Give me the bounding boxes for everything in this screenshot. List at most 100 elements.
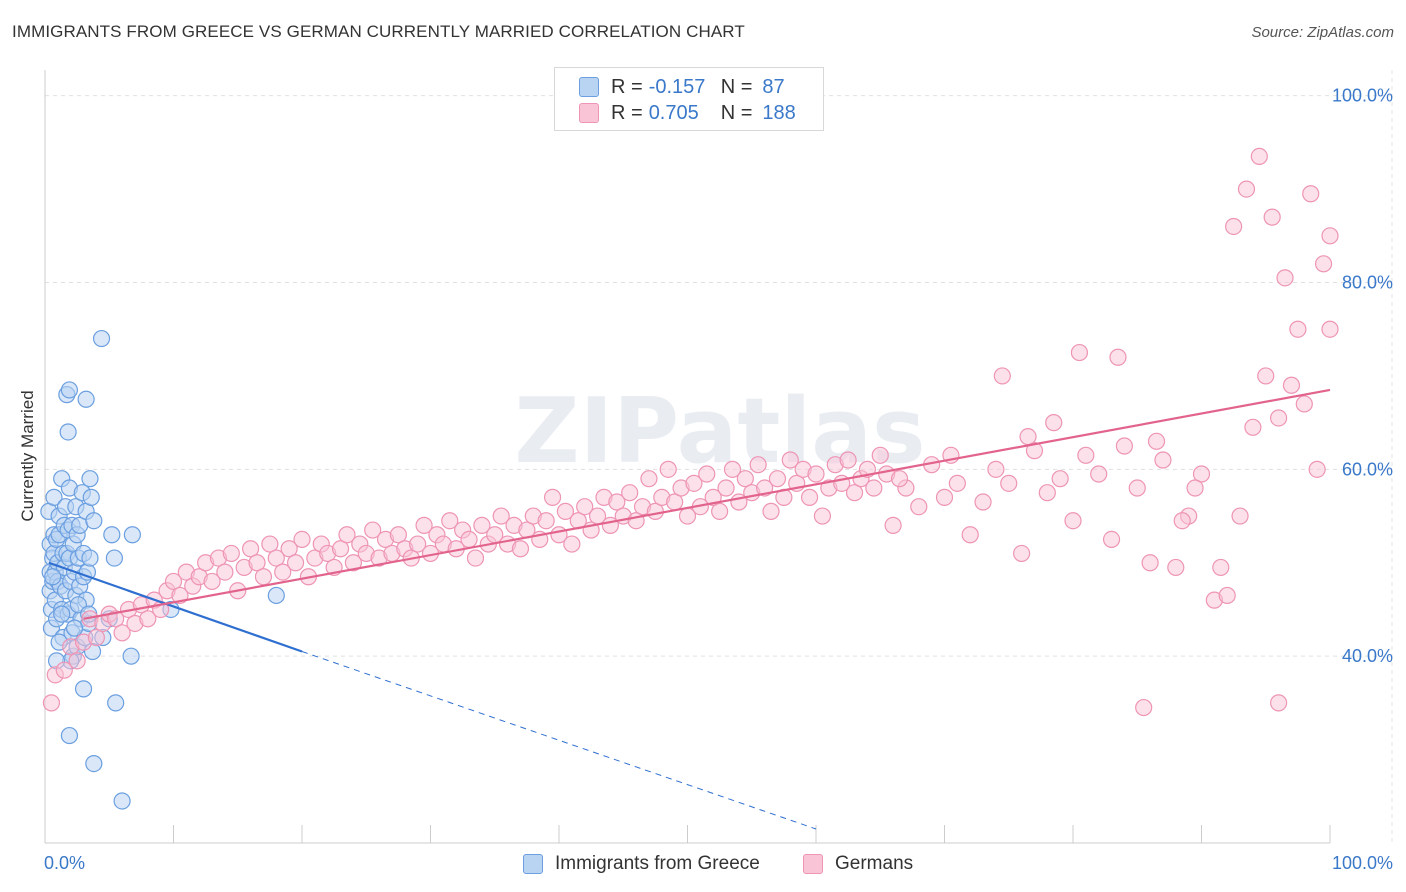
- point-greece: [267, 586, 285, 605]
- point-german: [1244, 418, 1262, 436]
- trend-lines: [48, 388, 1331, 830]
- point-greece: [81, 470, 99, 488]
- point-german: [1314, 255, 1333, 273]
- point-german: [254, 568, 273, 586]
- y-axis-label: Currently Married: [18, 390, 37, 521]
- point-german: [1115, 437, 1134, 455]
- trend-line-german: [83, 388, 1331, 620]
- point-german: [807, 465, 825, 483]
- point-german: [1308, 460, 1326, 478]
- point-german: [1090, 465, 1108, 483]
- point-greece: [107, 694, 125, 712]
- point-german: [1218, 586, 1236, 605]
- point-german: [839, 451, 857, 469]
- point-german: [441, 512, 459, 530]
- point-german: [203, 572, 221, 591]
- point-german: [280, 540, 298, 558]
- source-label: Source: ZipAtlas.com: [1251, 24, 1394, 41]
- point-german: [1045, 414, 1063, 432]
- point-german: [164, 572, 183, 591]
- point-german: [1295, 395, 1313, 413]
- point-german: [871, 446, 889, 464]
- point-german: [935, 488, 954, 506]
- point-greece: [60, 381, 79, 399]
- bottom-legend-greece: Immigrants from Greece: [523, 852, 760, 876]
- point-german: [1167, 558, 1185, 577]
- point-german: [1212, 558, 1230, 577]
- point-german: [460, 530, 478, 549]
- legend-n-label: N =: [720, 75, 753, 98]
- point-german: [1154, 451, 1172, 469]
- point-german: [608, 493, 626, 511]
- point-german: [1321, 227, 1339, 245]
- point-greece: [92, 329, 111, 348]
- point-german: [1064, 512, 1082, 530]
- point-german: [1250, 147, 1268, 166]
- legend-n-value: 87: [762, 75, 785, 98]
- point-greece: [59, 423, 77, 441]
- point-german: [1276, 269, 1294, 287]
- point-german: [961, 526, 979, 544]
- point-german: [1192, 465, 1211, 483]
- point-german: [781, 451, 799, 469]
- point-german: [415, 516, 433, 534]
- point-german: [248, 554, 266, 572]
- point-german: [216, 563, 234, 581]
- point-german: [107, 610, 125, 628]
- point-greece: [85, 512, 103, 530]
- point-german: [621, 484, 639, 502]
- point-german: [993, 367, 1011, 385]
- point-german: [492, 507, 510, 525]
- legend-n-value: 188: [762, 101, 796, 124]
- point-german: [113, 624, 131, 642]
- y-tick-label-100: 100.0%: [1332, 86, 1393, 106]
- point-german: [466, 549, 485, 567]
- point-german: [865, 479, 883, 497]
- point-german: [409, 535, 427, 553]
- point-german: [762, 502, 780, 520]
- point-german: [576, 498, 594, 516]
- point-german: [685, 474, 703, 492]
- point-german: [1173, 512, 1191, 530]
- point-german: [1012, 544, 1031, 563]
- point-german: [331, 540, 350, 558]
- point-greece: [60, 726, 79, 745]
- point-german: [293, 530, 311, 549]
- point-greece: [74, 680, 93, 698]
- point-german: [890, 470, 909, 488]
- point-german: [344, 554, 362, 572]
- point-german: [537, 512, 555, 530]
- point-german: [1263, 208, 1281, 226]
- point-german: [1237, 180, 1256, 198]
- point-german: [1000, 474, 1018, 492]
- legend-swatch-german: [579, 103, 599, 123]
- point-german: [1269, 694, 1288, 712]
- point-german: [711, 502, 729, 520]
- point-german: [723, 460, 742, 478]
- point-german: [1147, 432, 1166, 450]
- point-german: [1141, 554, 1159, 572]
- point-german: [274, 563, 292, 581]
- point-german: [813, 507, 832, 525]
- legend-r-label: R =: [611, 101, 643, 124]
- point-greece: [77, 390, 95, 408]
- legend-r-value: -0.157: [648, 75, 706, 98]
- point-german: [1257, 367, 1275, 385]
- point-german: [389, 526, 407, 544]
- point-german: [698, 465, 716, 483]
- point-german: [1231, 507, 1249, 525]
- point-german: [884, 516, 902, 534]
- point-german: [845, 484, 864, 502]
- point-german: [1302, 185, 1320, 203]
- point-german: [1225, 217, 1243, 236]
- point-german: [800, 488, 819, 506]
- point-greece: [105, 549, 123, 567]
- point-german: [974, 493, 992, 511]
- bottom-legend-swatch-german: [803, 854, 823, 874]
- point-german: [717, 479, 735, 497]
- point-german: [139, 610, 157, 628]
- point-german: [1128, 479, 1146, 497]
- point-german: [1321, 320, 1339, 338]
- tick-labels: 40.0% 60.0% 80.0% 100.0% 0.0% 100.0%: [44, 86, 1393, 873]
